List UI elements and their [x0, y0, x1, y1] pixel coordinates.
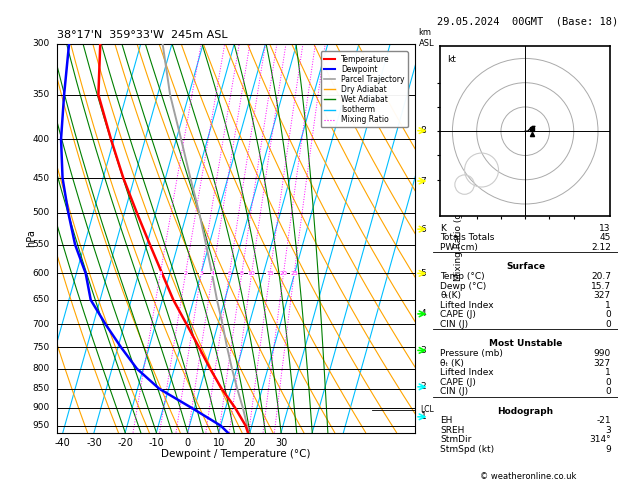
Text: θₜ(K): θₜ(K) [440, 291, 461, 300]
Text: hPa: hPa [26, 229, 36, 247]
Text: 750: 750 [32, 343, 50, 352]
Text: PW (cm): PW (cm) [440, 243, 478, 252]
Text: kt: kt [447, 55, 456, 64]
Text: 400: 400 [32, 135, 50, 143]
Text: SREH: SREH [440, 426, 465, 435]
Text: 1: 1 [159, 271, 162, 276]
Text: Most Unstable: Most Unstable [489, 339, 562, 348]
Legend: Temperature, Dewpoint, Parcel Trajectory, Dry Adiabat, Wet Adiabat, Isotherm, Mi: Temperature, Dewpoint, Parcel Trajectory… [321, 52, 408, 127]
Text: 4: 4 [211, 271, 214, 276]
Text: Lifted Index: Lifted Index [440, 301, 494, 310]
Text: Totals Totals: Totals Totals [440, 233, 494, 243]
Text: 25: 25 [290, 271, 298, 276]
Text: 8: 8 [240, 271, 244, 276]
Text: 10: 10 [213, 438, 225, 449]
Text: 600: 600 [32, 269, 50, 278]
Text: LCL: LCL [421, 405, 434, 414]
Text: 1: 1 [421, 412, 426, 421]
Text: 5: 5 [421, 269, 426, 278]
Text: 0: 0 [605, 320, 611, 329]
Text: 800: 800 [32, 364, 50, 373]
Text: 2: 2 [184, 271, 187, 276]
Text: 0: 0 [184, 438, 191, 449]
Text: 450: 450 [32, 174, 50, 183]
Text: Surface: Surface [506, 262, 545, 271]
Text: 1: 1 [605, 368, 611, 377]
Text: StmSpd (kt): StmSpd (kt) [440, 445, 494, 454]
X-axis label: Dewpoint / Temperature (°C): Dewpoint / Temperature (°C) [161, 449, 311, 459]
Text: 15: 15 [266, 271, 274, 276]
Text: 30: 30 [275, 438, 287, 449]
Text: 15.7: 15.7 [591, 281, 611, 291]
Text: 3: 3 [421, 346, 426, 355]
Text: 13: 13 [599, 224, 611, 233]
Text: 20: 20 [243, 438, 256, 449]
Text: Mixing Ratio (g/kg): Mixing Ratio (g/kg) [454, 195, 463, 281]
Text: 7: 7 [421, 176, 426, 186]
Text: -20: -20 [117, 438, 133, 449]
Text: 20.7: 20.7 [591, 272, 611, 281]
Text: 8: 8 [421, 126, 426, 135]
Text: EH: EH [440, 416, 452, 425]
Text: 3: 3 [605, 426, 611, 435]
Text: 20: 20 [279, 271, 287, 276]
Text: 700: 700 [32, 320, 50, 329]
Text: 0: 0 [605, 311, 611, 319]
Text: 9: 9 [605, 445, 611, 454]
Text: 950: 950 [32, 421, 50, 430]
Text: -30: -30 [86, 438, 102, 449]
Text: © weatheronline.co.uk: © weatheronline.co.uk [480, 472, 577, 481]
Text: CIN (J): CIN (J) [440, 387, 469, 397]
Text: 0: 0 [605, 378, 611, 387]
Text: -10: -10 [148, 438, 164, 449]
Text: 38°17'N  359°33'W  245m ASL: 38°17'N 359°33'W 245m ASL [57, 30, 227, 40]
Text: 327: 327 [594, 291, 611, 300]
Text: Dewp (°C): Dewp (°C) [440, 281, 486, 291]
Text: 327: 327 [594, 359, 611, 367]
Text: 4: 4 [421, 310, 426, 318]
Text: 6: 6 [228, 271, 231, 276]
Text: K: K [440, 224, 446, 233]
Text: -40: -40 [55, 438, 70, 449]
Text: 2: 2 [421, 382, 426, 391]
Text: CAPE (J): CAPE (J) [440, 378, 476, 387]
Text: 550: 550 [32, 240, 50, 249]
Text: StmDir: StmDir [440, 435, 472, 445]
Text: 45: 45 [599, 233, 611, 243]
Text: 900: 900 [32, 403, 50, 412]
Text: -21: -21 [596, 416, 611, 425]
Text: 10: 10 [248, 271, 255, 276]
Text: 350: 350 [32, 90, 50, 99]
Text: Temp (°C): Temp (°C) [440, 272, 485, 281]
Text: θₜ (K): θₜ (K) [440, 359, 464, 367]
Text: 6: 6 [421, 225, 426, 234]
Text: CIN (J): CIN (J) [440, 320, 469, 329]
Text: km
ASL: km ASL [419, 28, 435, 48]
Text: 3: 3 [199, 271, 203, 276]
Text: 850: 850 [32, 384, 50, 393]
Text: Lifted Index: Lifted Index [440, 368, 494, 377]
Text: 29.05.2024  00GMT  (Base: 18): 29.05.2024 00GMT (Base: 18) [437, 17, 618, 27]
Text: 500: 500 [32, 208, 50, 217]
Text: 990: 990 [594, 349, 611, 358]
Text: 0: 0 [605, 387, 611, 397]
Text: CAPE (J): CAPE (J) [440, 311, 476, 319]
Text: 2.12: 2.12 [591, 243, 611, 252]
Text: 300: 300 [32, 39, 50, 48]
Text: 1: 1 [605, 301, 611, 310]
Text: 314°: 314° [589, 435, 611, 445]
Text: Pressure (mb): Pressure (mb) [440, 349, 503, 358]
Text: 650: 650 [32, 295, 50, 304]
Text: Hodograph: Hodograph [498, 407, 554, 416]
